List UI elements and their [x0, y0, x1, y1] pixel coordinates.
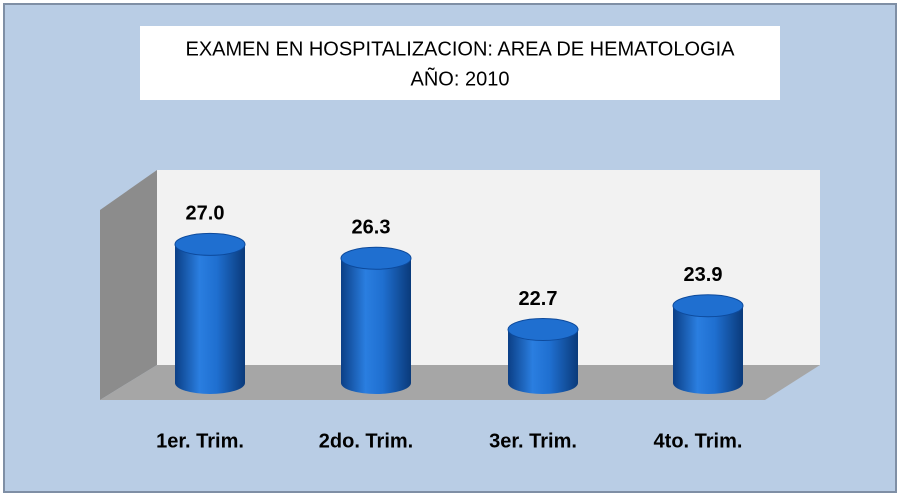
bar	[507, 318, 579, 394]
data-label: 22.7	[519, 288, 558, 310]
data-label: 23.9	[684, 264, 723, 286]
bar-body	[673, 305, 743, 394]
bar	[672, 294, 744, 394]
data-label: 27.0	[186, 203, 225, 225]
bar-body	[341, 258, 411, 394]
bar-body	[508, 329, 578, 394]
x-tick-label: 3er. Trim.	[489, 430, 577, 452]
bar-body	[175, 244, 245, 394]
bar-top	[340, 246, 412, 270]
floor	[100, 365, 820, 400]
bar-top	[672, 294, 744, 318]
chart-title: EXAMEN EN HOSPITALIZACION: AREA DE HEMAT…	[185, 38, 735, 60]
bar	[340, 246, 412, 394]
x-tick-label: 1er. Trim.	[156, 430, 244, 452]
title-box	[140, 26, 780, 100]
bar-top	[174, 232, 246, 256]
side-wall	[100, 170, 157, 400]
chart-subtitle: AÑO: 2010	[411, 66, 510, 90]
data-label: 26.3	[352, 217, 391, 239]
x-tick-label: 2do. Trim.	[319, 430, 413, 452]
x-tick-label: 4to. Trim.	[654, 430, 743, 452]
bar-top	[507, 318, 579, 342]
bar	[174, 232, 246, 394]
